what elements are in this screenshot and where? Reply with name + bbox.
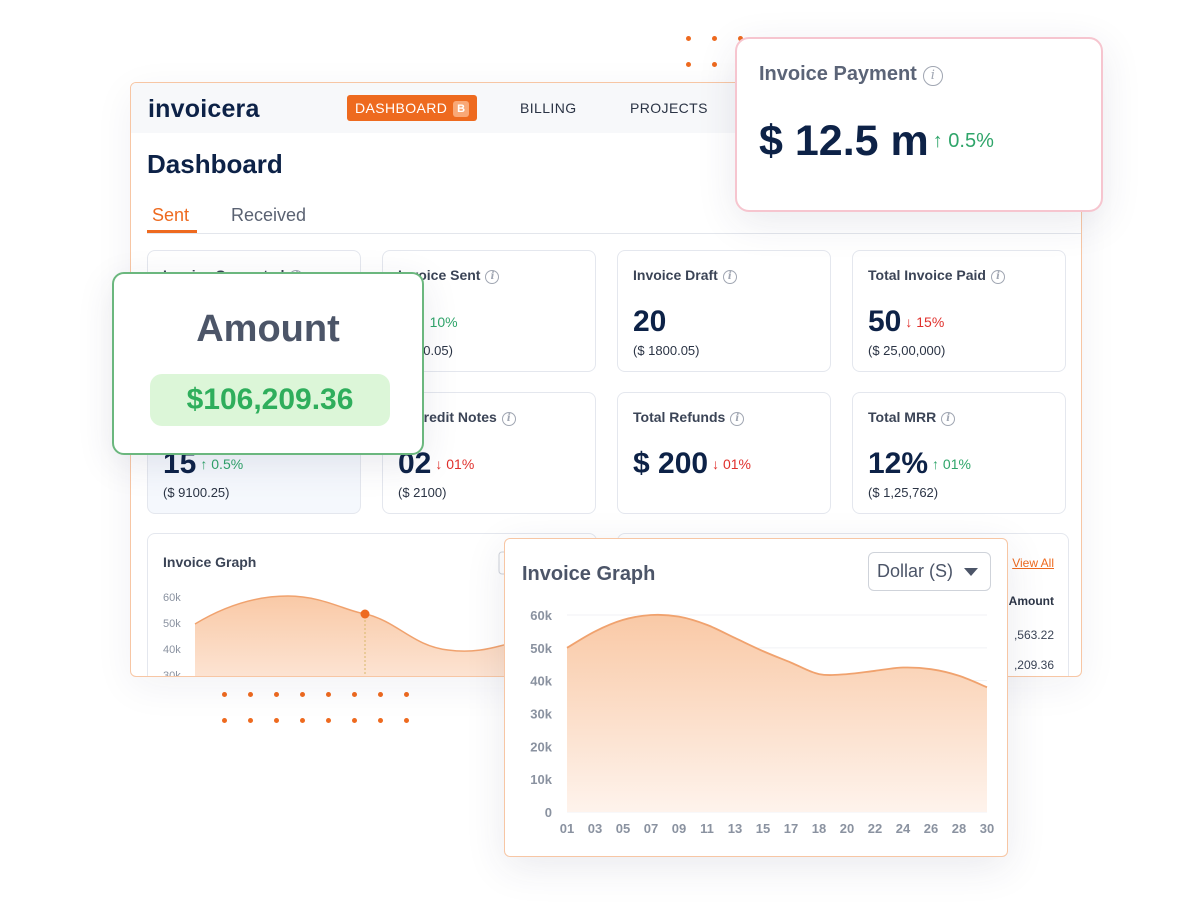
page-title: Dashboard (147, 149, 283, 179)
card-sub: ($ 9100.25) (163, 485, 230, 500)
card-change: ↑ 10% (418, 314, 458, 330)
series-line (566, 613, 988, 689)
card-sub: ($ 1,25,762) (868, 485, 939, 500)
x-tick-label: 15 (756, 821, 770, 836)
card-value: 20 (633, 305, 667, 338)
card-change: ↑ 01% (932, 456, 971, 472)
small-graph-title: Invoice Graph (163, 554, 257, 570)
x-tick-label: 05 (616, 821, 630, 836)
info-icon[interactable]: i (722, 270, 737, 284)
card-title: Total Refunds (633, 409, 726, 425)
tab-sent[interactable]: Sent (152, 205, 190, 225)
y-tick-label: 30k (530, 707, 552, 722)
y-tick-label: 0 (545, 805, 552, 820)
small-graph-svg: 60k 50k 40k 30k (163, 551, 510, 677)
tabs-divider (147, 233, 1081, 234)
x-tick-label: 26 (924, 821, 938, 836)
table-row-amount: ,209.36 (1013, 658, 1054, 672)
nav-dashboard-badge: B (453, 101, 470, 117)
amount-title: Amount (196, 308, 340, 350)
chevron-down-icon (964, 568, 978, 576)
currency-select-value: Dollar (S) (877, 561, 954, 581)
card-change: ↓ 01% (435, 456, 475, 472)
x-tick-label: 28 (952, 821, 966, 836)
small-y-tick: 50k (163, 618, 181, 630)
x-tick-label: 01 (560, 821, 574, 836)
small-graph-marker (360, 609, 370, 619)
card-total-mrr[interactable]: Total MRR i 12% ↑ 01% ($ 1,25,762) (852, 392, 1066, 514)
x-tick-label: 11 (700, 821, 714, 836)
x-tick-label: 30 (980, 821, 994, 836)
invoice-payment-title: Invoice Payment (759, 63, 917, 85)
small-y-tick: 40k (163, 644, 181, 656)
small-y-tick: 30k (163, 670, 181, 677)
amount-column-header: Amount (1008, 594, 1054, 608)
y-tick-label: 60k (530, 608, 552, 623)
card-sub: ($ 2100) (398, 485, 447, 500)
y-tick-label: 10k (530, 772, 552, 787)
x-tick-label: 22 (868, 821, 882, 836)
card-sub: ($ 25,00,000) (868, 343, 946, 358)
y-tick-label: 20k (530, 739, 552, 754)
table-row-amount: ,563.22 (1013, 628, 1054, 642)
info-icon[interactable]: i (941, 412, 956, 426)
x-tick-label: 09 (672, 821, 686, 836)
x-tick-label: 18 (812, 821, 826, 836)
nav-billing[interactable]: BILLING (520, 100, 577, 116)
invoice-payment-change: ↑ 0.5% (932, 130, 994, 152)
card-title: Total Invoice Paid (868, 267, 986, 283)
nav-dashboard-label: DASHBOARD (355, 100, 448, 116)
currency-select[interactable]: Dollar (S) (868, 552, 991, 591)
card-title: Invoice Draft (633, 267, 718, 283)
x-tick-label: 13 (728, 821, 742, 836)
invoice-graph-svg: 60k 50k 40k 30k 20k 10k 0 01 03 05 07 09 11 13 15 17 18 2… (530, 608, 994, 836)
y-tick-label: 40k (530, 674, 552, 689)
card-title: Total MRR (868, 409, 937, 425)
card-total-invoice-paid[interactable]: Total Invoice Paid i 50 ↓ 15% ($ 25,00,000… (852, 250, 1066, 372)
info-icon[interactable]: i (991, 270, 1005, 284)
card-change: ↓ 01% (712, 456, 751, 472)
x-tick-label: 20 (840, 821, 854, 836)
nav-projects[interactable]: PROJECTS (630, 100, 708, 116)
card-change: ↑ 0.5% (200, 456, 244, 472)
card-value: 12% (868, 447, 929, 480)
card-value: $ 200 (633, 447, 709, 480)
graph-title: Invoice Graph (522, 563, 656, 585)
info-icon[interactable]: i (485, 270, 500, 284)
decorative-dots-bottom (222, 692, 412, 726)
invoice-payment-value: $ 12.5 m (759, 117, 929, 165)
x-tick-label: 03 (588, 821, 602, 836)
small-graph-area (195, 596, 508, 676)
info-icon[interactable]: i (501, 412, 516, 426)
card-total-refunds[interactable]: Total Refunds i $ 200 ↓ 01% (617, 392, 831, 514)
amount-card[interactable]: Amount $106,209.36 (112, 272, 424, 455)
y-tick-label: 50k (530, 641, 552, 656)
info-icon[interactable]: i (922, 66, 943, 86)
series-area (567, 614, 987, 812)
card-value: 50 (868, 305, 902, 338)
x-tick-label: 17 (784, 821, 798, 836)
amount-value: $106,209.36 (150, 374, 390, 426)
tab-received[interactable]: Received (231, 205, 307, 225)
small-y-tick: 60k (163, 592, 181, 604)
logo[interactable]: invoicera (148, 95, 260, 123)
info-icon[interactable]: i (730, 412, 745, 426)
tab-active-underline (147, 230, 197, 233)
card-invoice-draft[interactable]: Invoice Draft i 20 ($ 1800.05) (617, 250, 831, 372)
nav-dashboard[interactable]: DASHBOARD B (347, 95, 478, 121)
view-all-link[interactable]: View All (1012, 556, 1054, 570)
invoice-graph-card: Invoice Graph Dollar (S) 60k 50k 40k 30k 20k… (504, 538, 1008, 857)
card-change: ↓ 15% (905, 314, 945, 330)
card-sub: ($ 1800.05) (633, 343, 700, 358)
x-tick-label: 07 (644, 821, 658, 836)
invoice-payment-card[interactable]: Invoice Payment i $ 12.5 m ↑ 0.5% (735, 37, 1103, 212)
x-tick-label: 24 (896, 821, 911, 836)
